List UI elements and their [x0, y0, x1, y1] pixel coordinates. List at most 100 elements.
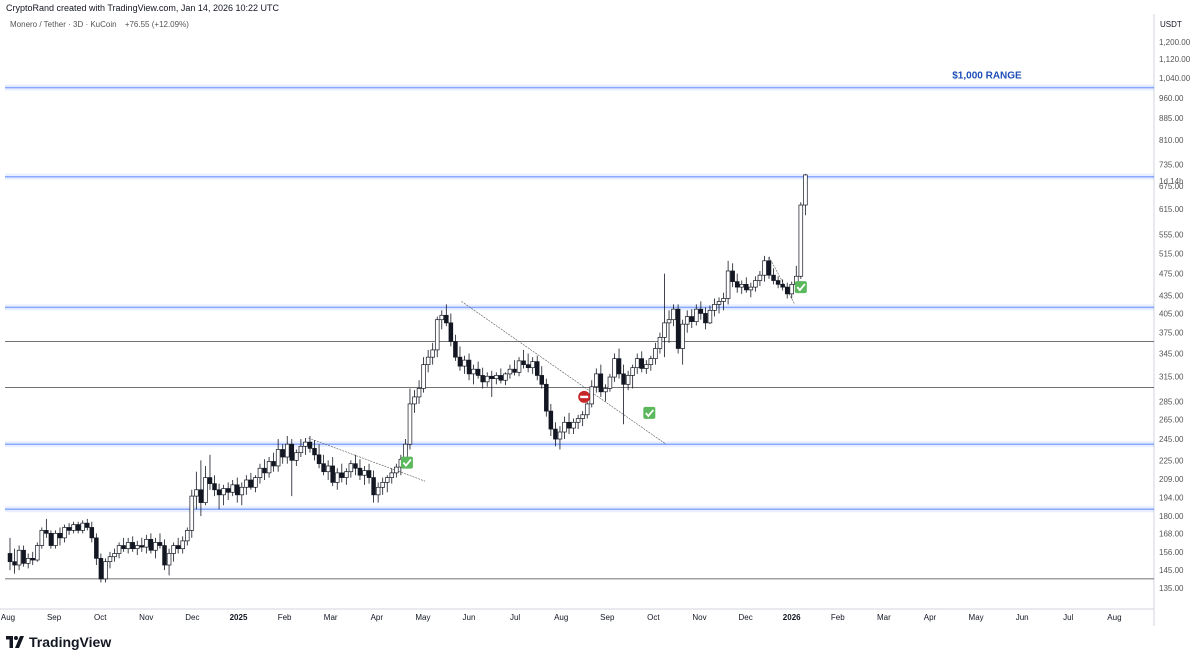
- candle: [384, 475, 390, 493]
- candle-body: [703, 313, 708, 324]
- candle: [89, 521, 95, 543]
- candle: [480, 367, 485, 389]
- time-tick-label: Jun: [463, 613, 476, 622]
- time-tick-label: Aug: [1, 613, 15, 622]
- zone-label: $1,000 RANGE: [952, 71, 1022, 82]
- checkmark-tick: [645, 409, 655, 418]
- candle: [630, 364, 635, 389]
- candle-body: [507, 368, 513, 375]
- candle: [66, 523, 72, 535]
- candle-body: [494, 375, 499, 379]
- candle-body: [803, 174, 808, 206]
- candle-body: [212, 483, 217, 491]
- candle: [344, 468, 349, 485]
- time-tick-label: Dec: [185, 613, 199, 622]
- candle: [507, 364, 513, 379]
- candle-body: [80, 522, 85, 531]
- candle: [98, 553, 104, 583]
- candle: [321, 454, 326, 476]
- candle: [707, 305, 713, 325]
- candle-body: [621, 373, 626, 385]
- candle-body: [748, 286, 754, 291]
- candle: [607, 373, 613, 392]
- candle-body: [616, 358, 622, 375]
- candle: [634, 353, 640, 374]
- candle-body: [562, 421, 567, 433]
- price-tick-label: 735.00: [1159, 161, 1184, 170]
- candle-body: [248, 479, 254, 488]
- candle-body: [348, 463, 354, 473]
- tradingview-logo[interactable]: TradingView: [6, 634, 111, 650]
- candle-body: [589, 386, 595, 405]
- symbol-info[interactable]: Monero / Tether · 3D · KuCoin +76.55 (+1…: [10, 20, 189, 29]
- candle-body: [89, 527, 95, 539]
- candle: [303, 438, 308, 455]
- checkmark-icon: [400, 456, 413, 469]
- price-tick-label: 885.00: [1159, 114, 1184, 123]
- candle: [130, 536, 135, 552]
- time-tick-label: Jul: [510, 613, 520, 622]
- candle-body: [321, 463, 326, 473]
- price-tick-label: 345.00: [1159, 350, 1184, 359]
- candle: [216, 483, 222, 510]
- candle-body: [330, 465, 335, 483]
- candle: [271, 452, 276, 472]
- candle-body: [425, 356, 431, 365]
- candle: [521, 349, 526, 369]
- candle-body: [684, 316, 690, 325]
- candle-body: [548, 410, 554, 430]
- tradingview-brand: TradingView: [29, 634, 112, 650]
- candle-body: [307, 441, 313, 449]
- candle-body: [566, 421, 572, 429]
- candle: [757, 270, 763, 287]
- candle: [7, 537, 13, 571]
- candle-body: [25, 558, 31, 564]
- candle: [498, 368, 504, 384]
- candle-body: [185, 530, 190, 542]
- candle: [639, 351, 645, 373]
- candle-body: [30, 558, 35, 561]
- candle-body: [21, 549, 26, 564]
- candle: [53, 530, 58, 549]
- candle: [489, 370, 495, 397]
- candle-body: [298, 445, 304, 454]
- candle: [198, 460, 204, 517]
- candle: [230, 479, 235, 497]
- candle: [475, 361, 481, 379]
- currency-label: USDT: [1160, 20, 1182, 29]
- candle: [57, 527, 63, 546]
- price-tick-label: 1,120.00: [1159, 55, 1191, 64]
- candle: [194, 471, 199, 510]
- candle-body: [584, 403, 590, 416]
- zones-layer: $1,000 RANGE: [5, 71, 1154, 513]
- candle: [253, 475, 258, 493]
- candle: [525, 353, 531, 373]
- candle-body: [598, 373, 604, 393]
- price-tick-label: 475.00: [1159, 270, 1184, 279]
- candle-body: [253, 477, 258, 488]
- time-tick-label: Oct: [647, 613, 660, 622]
- price-tick-label: 1,040.00: [1159, 74, 1191, 83]
- price-tick-label: 405.00: [1159, 309, 1184, 318]
- candle-body: [639, 358, 645, 369]
- candle: [421, 357, 426, 393]
- price-axis[interactable]: 1,200.00 1,120.00 1,040.00 960.00 885.00 810.…: [1159, 38, 1191, 593]
- candle: [185, 527, 190, 546]
- time-tick-label: Nov: [139, 613, 153, 622]
- candle-body: [775, 280, 781, 285]
- candle: [698, 301, 704, 320]
- candle: [94, 533, 99, 566]
- checkmark-icon: [643, 406, 656, 419]
- candle-body: [312, 448, 317, 456]
- candle: [180, 536, 185, 554]
- candle: [371, 470, 376, 503]
- candle-body: [35, 545, 40, 561]
- candle: [612, 353, 617, 382]
- candle-body: [244, 479, 249, 488]
- candle: [784, 282, 790, 299]
- candle: [562, 416, 567, 440]
- time-axis[interactable]: Aug Sep Oct Nov Dec 2025 Feb Mar Apr May Jun Jul Aug…: [1, 613, 1122, 622]
- time-tick-label: Aug: [554, 613, 568, 622]
- candle-body: [66, 527, 72, 531]
